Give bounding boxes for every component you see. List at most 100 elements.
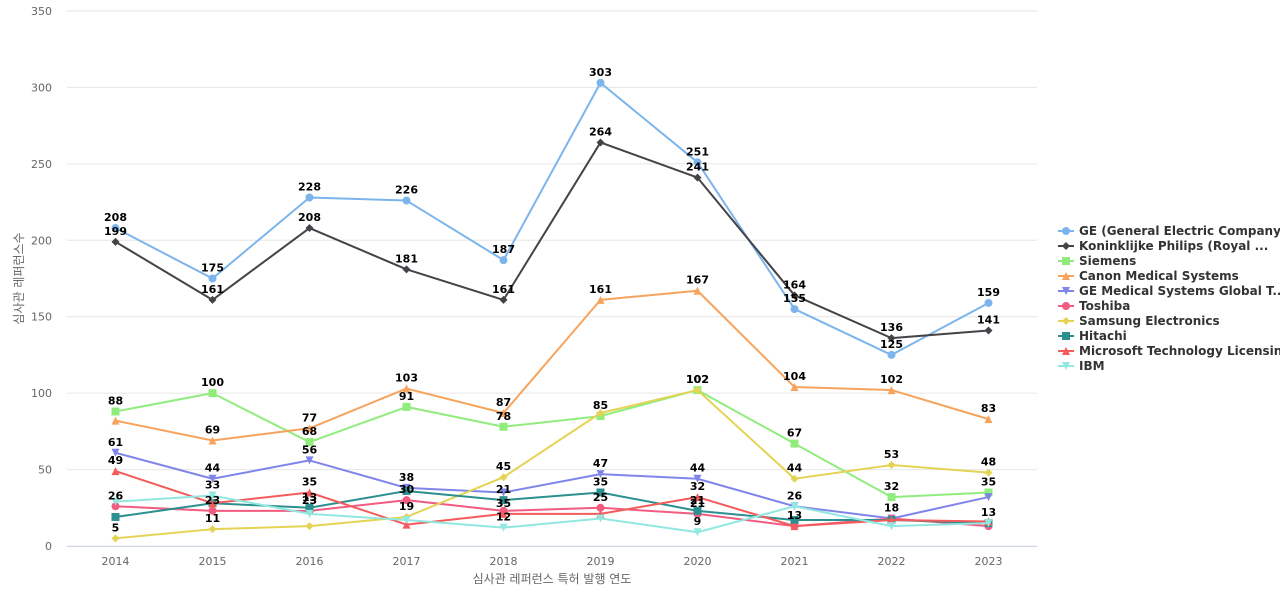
legend-item[interactable]: Toshiba	[1058, 299, 1130, 313]
data-point-marker	[402, 520, 411, 529]
data-point-marker	[305, 456, 314, 465]
data-point-marker	[790, 516, 799, 525]
data-label: 23	[302, 494, 317, 507]
legend-label: Hitachi	[1079, 329, 1127, 343]
data-label: 104	[783, 370, 806, 383]
data-point-marker	[402, 496, 411, 505]
data-point-marker	[1062, 317, 1070, 325]
data-label: 241	[686, 161, 709, 174]
data-point-marker	[693, 528, 702, 537]
data-point-marker	[499, 509, 508, 518]
data-label: 136	[880, 321, 903, 334]
data-point-marker	[111, 448, 120, 457]
series-line	[115, 389, 989, 499]
data-point-marker	[305, 488, 314, 497]
data-point-marker	[887, 493, 896, 502]
data-label: 103	[395, 372, 418, 385]
data-point-marker	[790, 522, 799, 531]
legend-item[interactable]: GE Medical Systems Global T...	[1058, 284, 1280, 298]
data-point-marker	[887, 522, 896, 531]
legend-item[interactable]: Microsoft Technology Licensing	[1058, 344, 1280, 358]
data-point-marker	[887, 516, 896, 525]
data-point-marker	[693, 386, 702, 395]
data-point-marker	[984, 415, 993, 424]
legend-item[interactable]: Canon Medical Systems	[1058, 269, 1239, 283]
data-point-marker	[208, 525, 217, 534]
data-label: 85	[593, 399, 608, 412]
data-point-marker	[693, 173, 702, 182]
data-label: 53	[884, 448, 899, 461]
legend-item[interactable]: IBM	[1058, 359, 1105, 373]
data-label: 19	[399, 500, 414, 513]
data-label: 48	[981, 456, 996, 469]
data-label: 21	[496, 483, 511, 496]
series-6	[111, 386, 993, 543]
data-point-marker	[402, 265, 411, 274]
series-line	[114, 141, 989, 340]
data-label: 167	[686, 274, 709, 287]
data-label: 164	[783, 278, 806, 291]
legend-item[interactable]: Koninklijke Philips (Royal ...	[1058, 239, 1268, 253]
data-point-marker	[305, 509, 314, 518]
x-axis-ticks: 2014 2015 2016 2017 2018 2019 2020 2021 2022 2023	[102, 555, 1003, 568]
data-point-marker	[984, 519, 993, 528]
legend-item[interactable]: Samsung Electronics	[1058, 314, 1220, 328]
series-line	[115, 81, 989, 356]
x-tick-label: 2016	[296, 555, 324, 568]
legend-item[interactable]: GE (General Electric Company)	[1058, 224, 1280, 238]
data-label: 33	[205, 479, 220, 492]
data-label: 87	[496, 396, 511, 409]
data-label: 187	[492, 243, 515, 256]
data-point-marker	[111, 224, 120, 233]
data-label: 32	[884, 480, 899, 493]
x-tick-label: 2019	[587, 555, 615, 568]
data-point-marker	[402, 196, 411, 205]
data-point-marker	[984, 488, 993, 497]
data-point-marker	[111, 497, 120, 506]
legend: GE (General Electric Company)Koninklijke…	[1058, 224, 1280, 373]
data-label: 45	[496, 460, 511, 473]
data-point-marker	[596, 78, 605, 87]
x-tick-label: 2018	[490, 555, 518, 568]
data-label: 5	[112, 521, 120, 534]
data-point-marker	[305, 224, 314, 233]
data-label: 78	[496, 410, 511, 423]
data-point-marker	[305, 424, 314, 433]
data-point-marker	[499, 409, 508, 418]
data-label: 68	[302, 425, 317, 438]
data-point-marker	[790, 383, 799, 392]
data-point-marker	[887, 460, 896, 469]
data-label: 102	[880, 373, 903, 386]
series-line	[115, 389, 989, 540]
y-axis-title: 심사관 레퍼런스수	[12, 232, 26, 324]
data-label: 69	[205, 424, 220, 437]
data-label: 125	[880, 338, 903, 351]
legend-item[interactable]: Hitachi	[1058, 329, 1127, 343]
data-point-marker	[887, 350, 896, 359]
data-label: 161	[589, 283, 612, 296]
data-point-marker	[790, 291, 799, 300]
legend-label: Siemens	[1079, 254, 1136, 268]
data-point-marker	[499, 256, 508, 265]
x-tick-label: 2022	[878, 555, 906, 568]
x-tick-label: 2021	[781, 555, 809, 568]
data-point-marker	[499, 295, 508, 304]
series-line	[115, 494, 989, 534]
data-label: 100	[201, 376, 224, 389]
data-label: 25	[593, 491, 608, 504]
legend-item[interactable]: Siemens	[1058, 254, 1136, 268]
data-label: 13	[981, 506, 996, 519]
data-point-marker	[208, 491, 217, 500]
data-label: 12	[496, 511, 511, 524]
data-point-marker	[402, 516, 411, 525]
data-point-marker	[790, 502, 799, 511]
y-tick-label: 150	[31, 311, 52, 324]
y-tick-label: 0	[45, 540, 52, 553]
data-label: 102	[686, 373, 709, 386]
data-label: 77	[302, 411, 317, 424]
data-point-marker	[596, 488, 605, 497]
series-line	[115, 470, 989, 528]
series-line	[115, 289, 989, 442]
data-label: 251	[686, 145, 709, 158]
data-point-marker	[208, 506, 217, 515]
